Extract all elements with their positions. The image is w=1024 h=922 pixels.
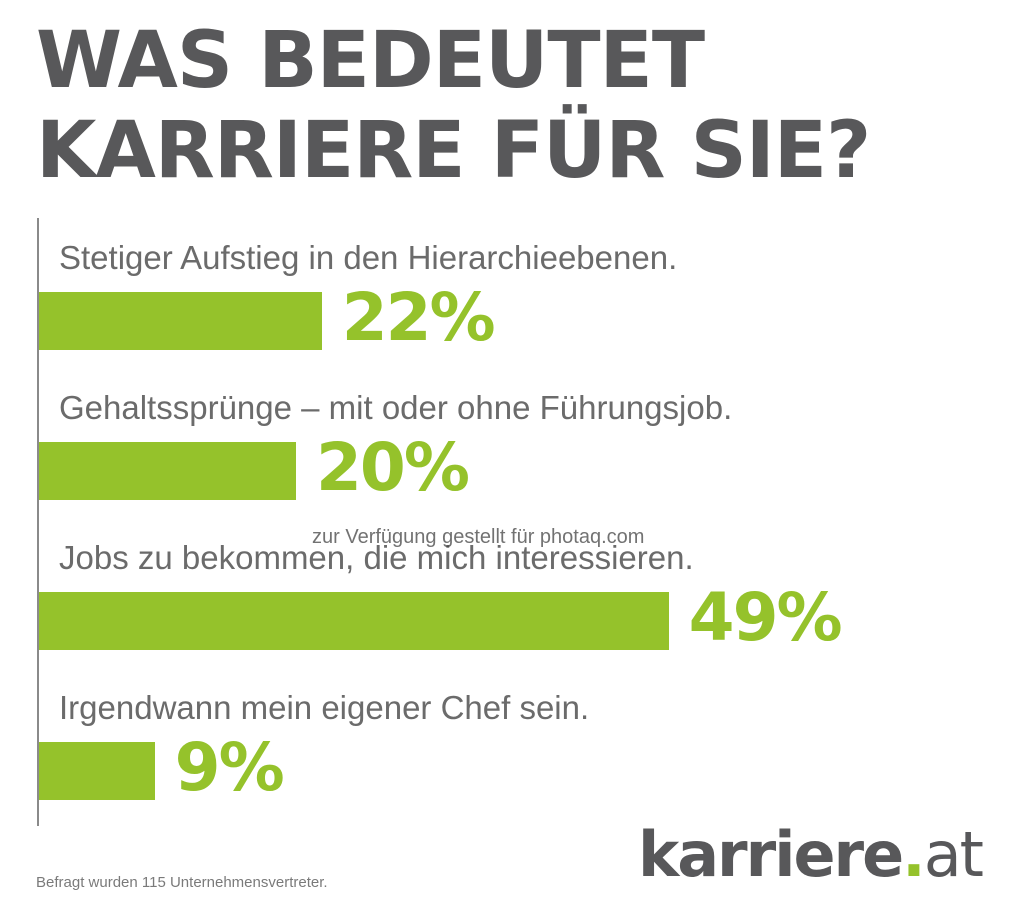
bar: [39, 442, 296, 500]
value-label: 49%: [688, 579, 843, 656]
logo-main: karriere: [637, 818, 904, 891]
category-label: Jobs zu bekommen, die mich interessieren…: [59, 539, 694, 576]
bar-item: Gehaltssprünge – mit oder ohne Führungsj…: [39, 368, 999, 518]
category-label: Irgendwann mein eigener Chef sein.: [59, 689, 590, 726]
value-label: 22%: [341, 279, 496, 356]
bar-item: Stetiger Aufstieg in den Hierarchieebene…: [39, 218, 999, 368]
bar: [39, 292, 322, 350]
karriere-at-logo: karriere.at: [637, 818, 984, 891]
category-label: Gehaltssprünge – mit oder ohne Führungsj…: [59, 389, 733, 426]
bar-item: Jobs zu bekommen, die mich interessieren…: [39, 518, 999, 668]
category-label: Stetiger Aufstieg in den Hierarchieebene…: [59, 239, 678, 276]
bar: [39, 592, 669, 650]
axis-line: [37, 218, 39, 826]
chart-title: WAS BEDEUTET KARRIERE FÜR SIE?: [36, 16, 996, 196]
logo-tld: at: [923, 818, 984, 891]
bar-chart: Stetiger Aufstieg in den Hierarchieebene…: [39, 218, 999, 826]
value-label: 9%: [174, 729, 285, 806]
footnote: Befragt wurden 115 Unternehmensvertreter…: [36, 874, 328, 891]
bar-item: Irgendwann mein eigener Chef sein. 9%: [39, 668, 999, 818]
watermark: zur Verfügung gestellt für photaq.com: [312, 526, 645, 548]
bar: [39, 742, 155, 800]
chart-title-line-2: KARRIERE FÜR SIE?: [36, 106, 871, 196]
chart-title-line-1: WAS BEDEUTET: [36, 16, 705, 106]
logo-dot: .: [902, 818, 926, 891]
value-label: 20%: [316, 429, 470, 506]
